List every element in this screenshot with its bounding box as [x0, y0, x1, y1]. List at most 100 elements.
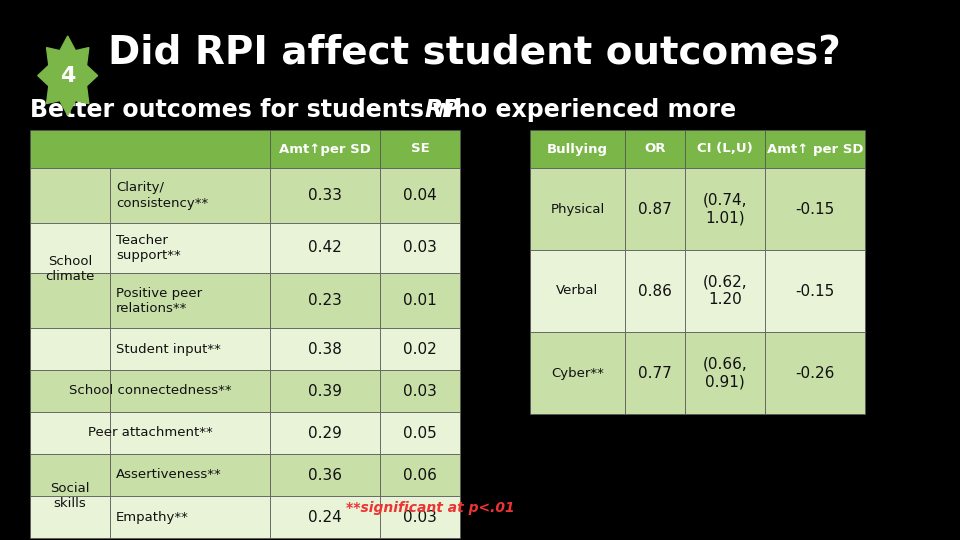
FancyBboxPatch shape — [530, 332, 625, 414]
FancyBboxPatch shape — [30, 328, 110, 370]
Text: Student input**: Student input** — [116, 342, 221, 355]
Text: Clarity/
consistency**: Clarity/ consistency** — [116, 181, 208, 210]
Text: 0.04: 0.04 — [403, 188, 437, 203]
FancyBboxPatch shape — [110, 370, 270, 412]
Text: Empathy**: Empathy** — [116, 510, 189, 523]
Text: 4: 4 — [60, 65, 76, 86]
Text: RP: RP — [424, 98, 460, 122]
Text: 0.33: 0.33 — [308, 188, 342, 203]
FancyBboxPatch shape — [270, 130, 380, 168]
Text: School
climate: School climate — [45, 255, 95, 283]
Text: Positive peer
relations**: Positive peer relations** — [116, 287, 203, 314]
Text: CI (L,U): CI (L,U) — [697, 143, 753, 156]
FancyBboxPatch shape — [270, 370, 380, 412]
Text: Assertiveness**: Assertiveness** — [116, 469, 222, 482]
FancyBboxPatch shape — [380, 223, 460, 273]
Text: 0.06: 0.06 — [403, 468, 437, 483]
Text: Physical: Physical — [550, 202, 605, 215]
Text: Did RPI affect student outcomes?: Did RPI affect student outcomes? — [108, 33, 841, 71]
Text: Peer attachment**: Peer attachment** — [87, 427, 212, 440]
FancyBboxPatch shape — [380, 412, 460, 454]
Polygon shape — [37, 36, 98, 115]
FancyBboxPatch shape — [30, 370, 110, 412]
Text: 0.87: 0.87 — [638, 201, 672, 217]
FancyBboxPatch shape — [530, 168, 625, 250]
FancyBboxPatch shape — [685, 250, 765, 332]
Text: Social
skills: Social skills — [50, 482, 89, 510]
FancyBboxPatch shape — [270, 412, 380, 454]
Text: OR: OR — [644, 143, 665, 156]
FancyBboxPatch shape — [30, 273, 110, 328]
FancyBboxPatch shape — [30, 412, 110, 454]
FancyBboxPatch shape — [765, 168, 865, 250]
FancyBboxPatch shape — [270, 328, 380, 370]
Text: -0.15: -0.15 — [796, 201, 834, 217]
FancyBboxPatch shape — [625, 250, 685, 332]
Text: 0.29: 0.29 — [308, 426, 342, 441]
FancyBboxPatch shape — [625, 130, 685, 168]
Text: (0.62,
1.20: (0.62, 1.20 — [703, 275, 747, 307]
FancyBboxPatch shape — [110, 223, 270, 273]
FancyBboxPatch shape — [30, 130, 270, 168]
Text: 0.02: 0.02 — [403, 341, 437, 356]
Text: 0.36: 0.36 — [308, 468, 342, 483]
Text: Bullying: Bullying — [547, 143, 608, 156]
Text: School connectedness**: School connectedness** — [69, 384, 231, 397]
FancyBboxPatch shape — [380, 370, 460, 412]
FancyBboxPatch shape — [530, 250, 625, 332]
Text: **significant at p<.01: **significant at p<.01 — [346, 501, 515, 515]
FancyBboxPatch shape — [270, 454, 380, 496]
FancyBboxPatch shape — [110, 273, 270, 328]
FancyBboxPatch shape — [765, 130, 865, 168]
Text: 0.24: 0.24 — [308, 510, 342, 524]
Text: 0.01: 0.01 — [403, 293, 437, 308]
FancyBboxPatch shape — [685, 332, 765, 414]
FancyBboxPatch shape — [380, 130, 460, 168]
Text: 0.03: 0.03 — [403, 510, 437, 524]
Text: 0.03: 0.03 — [403, 383, 437, 399]
FancyBboxPatch shape — [30, 168, 110, 223]
Text: Teacher
support**: Teacher support** — [116, 234, 180, 262]
Text: 0.03: 0.03 — [403, 240, 437, 255]
Text: 0.86: 0.86 — [638, 284, 672, 299]
FancyBboxPatch shape — [765, 250, 865, 332]
Text: Amt↑per SD: Amt↑per SD — [279, 143, 371, 156]
Text: -0.26: -0.26 — [795, 366, 834, 381]
FancyBboxPatch shape — [765, 332, 865, 414]
FancyBboxPatch shape — [110, 328, 270, 370]
FancyBboxPatch shape — [270, 496, 380, 538]
FancyBboxPatch shape — [380, 496, 460, 538]
FancyBboxPatch shape — [685, 168, 765, 250]
Text: 0.39: 0.39 — [308, 383, 342, 399]
Text: 0.38: 0.38 — [308, 341, 342, 356]
FancyBboxPatch shape — [270, 273, 380, 328]
Text: Cyber**: Cyber** — [551, 367, 604, 380]
FancyBboxPatch shape — [380, 168, 460, 223]
FancyBboxPatch shape — [110, 412, 270, 454]
FancyBboxPatch shape — [270, 223, 380, 273]
Text: (0.74,
1.01): (0.74, 1.01) — [703, 193, 747, 225]
Text: (0.66,
0.91): (0.66, 0.91) — [703, 357, 748, 389]
Text: 0.77: 0.77 — [638, 366, 672, 381]
FancyBboxPatch shape — [110, 168, 270, 223]
FancyBboxPatch shape — [110, 454, 270, 496]
Text: SE: SE — [411, 143, 429, 156]
FancyBboxPatch shape — [30, 454, 110, 496]
FancyBboxPatch shape — [625, 332, 685, 414]
FancyBboxPatch shape — [685, 130, 765, 168]
FancyBboxPatch shape — [380, 454, 460, 496]
Text: 0.05: 0.05 — [403, 426, 437, 441]
FancyBboxPatch shape — [380, 328, 460, 370]
Text: 0.42: 0.42 — [308, 240, 342, 255]
Text: Amt↑ per SD: Amt↑ per SD — [767, 143, 863, 156]
FancyBboxPatch shape — [380, 273, 460, 328]
Text: 0.23: 0.23 — [308, 293, 342, 308]
Text: Better outcomes for students who experienced more: Better outcomes for students who experie… — [30, 98, 744, 122]
FancyBboxPatch shape — [110, 496, 270, 538]
Text: -0.15: -0.15 — [796, 284, 834, 299]
FancyBboxPatch shape — [270, 168, 380, 223]
FancyBboxPatch shape — [30, 223, 110, 273]
FancyBboxPatch shape — [30, 496, 110, 538]
FancyBboxPatch shape — [530, 130, 625, 168]
Text: Verbal: Verbal — [557, 285, 599, 298]
